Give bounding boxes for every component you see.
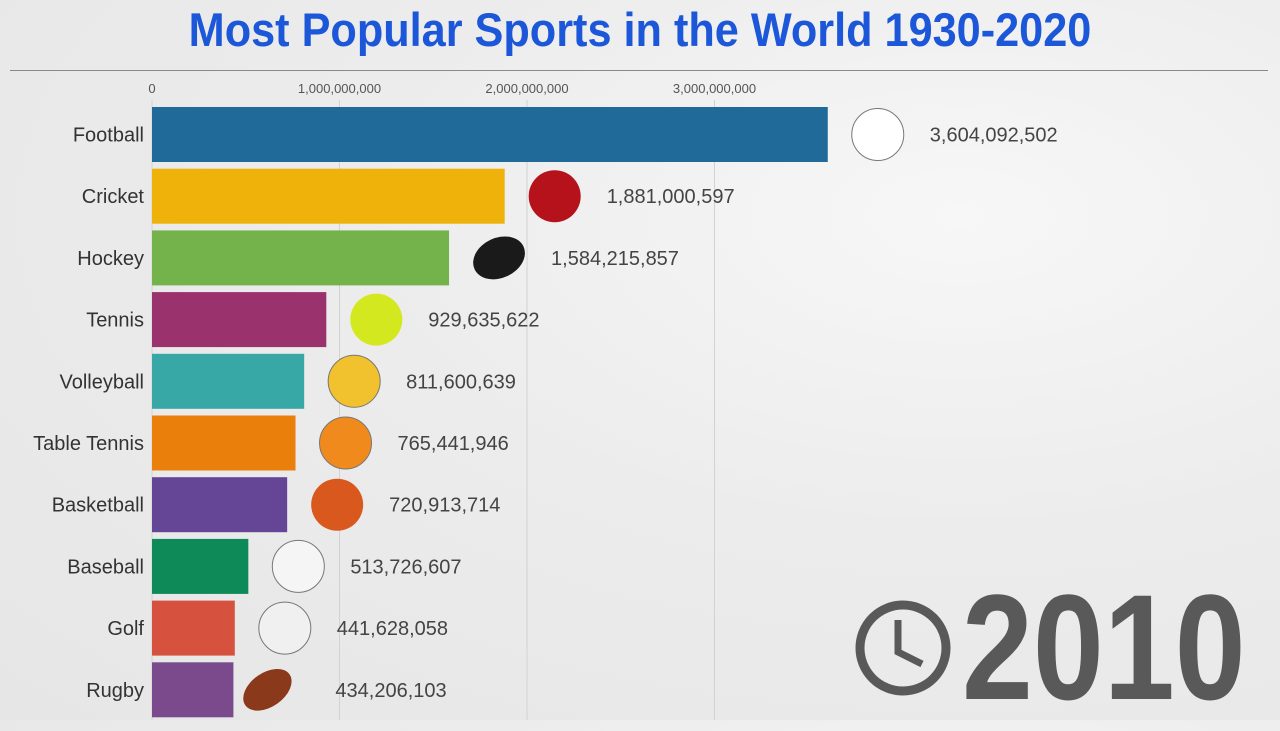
value-label: 513,726,607: [350, 556, 461, 578]
basketball-icon: [311, 478, 364, 531]
rugby-ball-icon: [243, 668, 292, 711]
bar-rugby: [152, 662, 234, 718]
category-label: Rugby: [86, 680, 144, 702]
tennis-ball-icon: [350, 293, 403, 346]
value-label: 811,600,639: [406, 371, 516, 393]
value-label: 929,635,622: [428, 310, 539, 332]
x-tick-label: 1,000,000,000: [298, 81, 381, 96]
category-label: Cricket: [82, 186, 145, 208]
category-label: Table Tennis: [33, 433, 144, 455]
bar-hockey: [152, 230, 450, 286]
value-label: 441,628,058: [337, 618, 448, 640]
volleyball-icon: [327, 354, 381, 408]
year-label: 2010: [962, 563, 1246, 731]
category-label: Baseball: [67, 556, 144, 578]
bar-baseball: [152, 538, 249, 594]
category-label: Tennis: [86, 310, 144, 332]
category-label: Football: [73, 125, 144, 147]
value-label: 765,441,946: [398, 433, 509, 455]
bar-volleyball: [152, 353, 305, 409]
x-tick-label: 3,000,000,000: [673, 81, 756, 96]
category-label: Basketball: [52, 495, 144, 517]
bar-golf: [152, 600, 235, 656]
bar-basketball: [152, 477, 288, 533]
table-tennis-ball-icon: [319, 416, 373, 470]
bar-table-tennis: [152, 415, 296, 471]
x-tick-label: 2,000,000,000: [485, 81, 568, 96]
value-label: 1,584,215,857: [551, 248, 679, 270]
title-divider: [10, 70, 1268, 71]
baseball-icon: [271, 539, 325, 593]
x-tick-label: 0: [148, 81, 155, 96]
category-label: Golf: [107, 618, 144, 640]
hockey-puck-icon: [473, 236, 525, 280]
soccer-ball-icon: [851, 108, 905, 161]
chart-title: Most Popular Sports in the World 1930-20…: [188, 3, 1092, 56]
value-label: 3,604,092,502: [930, 125, 1058, 147]
value-label: 1,881,000,597: [607, 186, 735, 208]
cricket-ball-icon: [528, 170, 581, 223]
golf-ball-icon: [258, 601, 312, 655]
value-label: 720,913,714: [389, 495, 500, 517]
bar-tennis: [152, 292, 327, 348]
category-label: Volleyball: [59, 371, 144, 393]
category-label: Hockey: [77, 248, 144, 270]
value-label: 434,206,103: [335, 680, 446, 702]
bar-cricket: [152, 168, 505, 224]
bar-football: [152, 107, 828, 162]
